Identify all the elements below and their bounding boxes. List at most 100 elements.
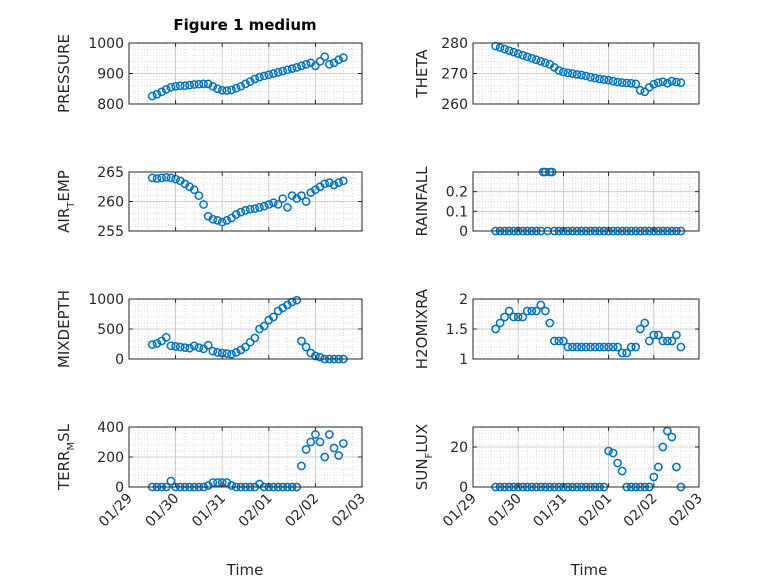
data-point (283, 65, 292, 75)
data-point (590, 73, 600, 83)
data-point (213, 348, 222, 357)
data-point (171, 81, 180, 91)
y-axis-label: MIXDEPTH (55, 290, 73, 368)
data-point (147, 340, 157, 349)
data-point (217, 85, 227, 95)
data-point (245, 204, 255, 214)
data-point (581, 71, 591, 81)
data-point (649, 472, 659, 482)
data-point (667, 432, 677, 442)
data-point (185, 80, 194, 90)
data-point (626, 342, 636, 352)
y-tick-label: 0 (459, 224, 468, 240)
data-markers (491, 300, 686, 358)
data-point (491, 41, 500, 51)
data-point (531, 306, 541, 316)
data-point (315, 352, 325, 362)
data-point (175, 81, 185, 91)
data-point (301, 342, 311, 352)
y-axis-label: PRESSURE (55, 34, 73, 113)
data-point (199, 79, 208, 89)
data-point (604, 446, 613, 456)
y-tick-label: 260 (441, 97, 468, 113)
data-point (334, 55, 344, 65)
data-point (273, 200, 283, 209)
data-point (320, 452, 330, 462)
data-point (649, 79, 659, 89)
data-point (325, 430, 334, 439)
data-markers (491, 426, 686, 492)
subplot-5: 0 500 1000 MIXDEPTH (55, 290, 363, 368)
data-point (278, 194, 288, 203)
y-tick-label: 0 (115, 352, 124, 368)
figure-title: Figure 1 medium (173, 16, 316, 34)
y-axis-label: AIRTEMP (55, 170, 77, 233)
data-point (653, 330, 663, 340)
data-point (166, 82, 176, 92)
data-point (236, 81, 246, 91)
data-point (339, 439, 348, 448)
data-point (672, 77, 681, 87)
data-point (536, 56, 546, 66)
data-point (658, 442, 668, 452)
data-point (301, 445, 311, 454)
data-point (568, 342, 577, 352)
data-point (577, 70, 586, 80)
data-point (586, 72, 595, 82)
subplot-3: 255 260 265 AIRTEMP (55, 165, 363, 240)
data-point (292, 63, 302, 72)
data-point (658, 77, 668, 87)
data-point (644, 336, 654, 346)
data-point (292, 295, 302, 305)
data-point (617, 466, 627, 476)
axes-box (472, 171, 700, 232)
y-tick-label: 2 (459, 292, 468, 308)
data-point (213, 84, 222, 94)
data-point (231, 83, 241, 93)
data-point (339, 53, 348, 62)
data-point (180, 81, 190, 91)
y-tick-label: 1000 (88, 36, 124, 52)
data-point (269, 198, 278, 208)
data-point (649, 330, 659, 340)
data-point (273, 67, 283, 77)
y-tick-label: 20 (450, 440, 468, 456)
data-markers (147, 52, 348, 101)
data-point (334, 451, 344, 460)
y-tick-label: 800 (97, 97, 124, 113)
y-axis-label: H2OMIXRA (413, 288, 431, 369)
data-point (522, 52, 532, 62)
x-axis-label-left: Time (226, 561, 264, 579)
data-point (617, 348, 627, 358)
subplot-2: 260 270 280 THETA (413, 36, 700, 113)
data-point (622, 348, 632, 358)
data-point (147, 173, 157, 183)
y-axis-label: SUNFLUX (413, 424, 435, 490)
data-point (166, 173, 176, 183)
data-point (554, 66, 564, 75)
data-point (147, 91, 157, 101)
data-point (626, 78, 636, 88)
data-point (231, 348, 241, 357)
data-point (297, 336, 306, 346)
data-point (269, 69, 278, 78)
data-point (222, 216, 232, 225)
data-point (157, 87, 166, 97)
data-point (653, 78, 663, 88)
data-point (166, 341, 176, 351)
data-point (563, 342, 573, 352)
data-point (161, 172, 171, 182)
data-point (208, 346, 218, 356)
data-point (500, 312, 509, 322)
data-point (222, 86, 232, 95)
data-point (208, 214, 218, 224)
data-point (667, 76, 677, 86)
data-point (264, 200, 274, 209)
y-tick-label: 0 (115, 480, 124, 496)
data-point (194, 79, 204, 89)
y-tick-label: 1000 (88, 292, 124, 308)
data-point (586, 342, 595, 352)
y-tick-label: 260 (97, 195, 124, 211)
data-point (301, 197, 311, 206)
data-point (509, 47, 519, 57)
